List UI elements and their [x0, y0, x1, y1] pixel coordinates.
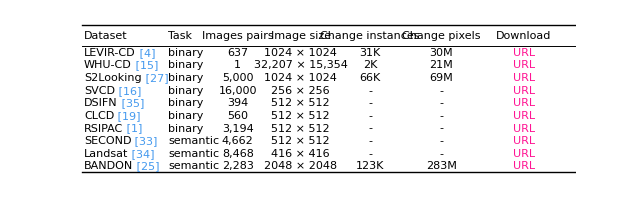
- Text: 512 × 512: 512 × 512: [271, 123, 330, 133]
- Text: Dataset: Dataset: [84, 31, 127, 41]
- Text: 512 × 512: 512 × 512: [271, 98, 330, 108]
- Text: 283M: 283M: [426, 161, 456, 171]
- Text: semantic: semantic: [168, 148, 220, 158]
- Text: Download: Download: [496, 31, 552, 41]
- Text: [19]: [19]: [114, 110, 141, 120]
- Text: binary: binary: [168, 48, 204, 58]
- Text: 394: 394: [227, 98, 248, 108]
- Text: binary: binary: [168, 73, 204, 83]
- Text: CLCD: CLCD: [84, 110, 114, 120]
- Text: [15]: [15]: [132, 60, 158, 70]
- Text: 2048 × 2048: 2048 × 2048: [264, 161, 337, 171]
- Text: S2Looking: S2Looking: [84, 73, 141, 83]
- Text: URL: URL: [513, 60, 535, 70]
- Text: -: -: [439, 110, 443, 120]
- Text: RSIPAC: RSIPAC: [84, 123, 124, 133]
- Text: 512 × 512: 512 × 512: [271, 135, 330, 145]
- Text: URL: URL: [513, 73, 535, 83]
- Text: [27]: [27]: [141, 73, 168, 83]
- Text: 69M: 69M: [429, 73, 453, 83]
- Text: -: -: [368, 148, 372, 158]
- Text: 637: 637: [227, 48, 248, 58]
- Text: Images pairs: Images pairs: [202, 31, 273, 41]
- Text: URL: URL: [513, 85, 535, 95]
- Text: SECOND: SECOND: [84, 135, 131, 145]
- Text: [16]: [16]: [115, 85, 141, 95]
- Text: 2,283: 2,283: [222, 161, 253, 171]
- Text: 560: 560: [227, 110, 248, 120]
- Text: 5,000: 5,000: [222, 73, 253, 83]
- Text: semantic: semantic: [168, 161, 220, 171]
- Text: 32,207 × 15,354: 32,207 × 15,354: [254, 60, 348, 70]
- Text: Task: Task: [168, 31, 192, 41]
- Text: 30M: 30M: [429, 48, 453, 58]
- Text: 66K: 66K: [360, 73, 381, 83]
- Text: binary: binary: [168, 60, 204, 70]
- Text: 256 × 256: 256 × 256: [271, 85, 330, 95]
- Text: 416 × 416: 416 × 416: [271, 148, 330, 158]
- Text: -: -: [368, 135, 372, 145]
- Text: Change pixels: Change pixels: [402, 31, 481, 41]
- Text: [33]: [33]: [131, 135, 158, 145]
- Text: binary: binary: [168, 85, 204, 95]
- Text: 4,662: 4,662: [222, 135, 253, 145]
- Text: [4]: [4]: [136, 48, 155, 58]
- Text: semantic: semantic: [168, 135, 220, 145]
- Text: -: -: [368, 110, 372, 120]
- Text: 1024 × 1024: 1024 × 1024: [264, 48, 337, 58]
- Text: URL: URL: [513, 148, 535, 158]
- Text: 16,000: 16,000: [218, 85, 257, 95]
- Text: URL: URL: [513, 98, 535, 108]
- Text: 3,194: 3,194: [222, 123, 253, 133]
- Text: URL: URL: [513, 110, 535, 120]
- Text: DSIFN: DSIFN: [84, 98, 118, 108]
- Text: 2K: 2K: [363, 60, 378, 70]
- Text: SVCD: SVCD: [84, 85, 115, 95]
- Text: URL: URL: [513, 161, 535, 171]
- Text: -: -: [368, 98, 372, 108]
- Text: [25]: [25]: [133, 161, 160, 171]
- Text: 31K: 31K: [360, 48, 381, 58]
- Text: Change instances: Change instances: [321, 31, 420, 41]
- Text: URL: URL: [513, 123, 535, 133]
- Text: [1]: [1]: [124, 123, 143, 133]
- Text: -: -: [439, 85, 443, 95]
- Text: -: -: [439, 98, 443, 108]
- Text: -: -: [439, 148, 443, 158]
- Text: [34]: [34]: [129, 148, 155, 158]
- Text: BANDON: BANDON: [84, 161, 133, 171]
- Text: 1: 1: [234, 60, 241, 70]
- Text: 8,468: 8,468: [222, 148, 253, 158]
- Text: 21M: 21M: [429, 60, 453, 70]
- Text: [35]: [35]: [118, 98, 144, 108]
- Text: Image size: Image size: [271, 31, 331, 41]
- Text: binary: binary: [168, 123, 204, 133]
- Text: 1024 × 1024: 1024 × 1024: [264, 73, 337, 83]
- Text: binary: binary: [168, 98, 204, 108]
- Text: WHU-CD: WHU-CD: [84, 60, 132, 70]
- Text: -: -: [439, 123, 443, 133]
- Text: LEVIR-CD: LEVIR-CD: [84, 48, 136, 58]
- Text: 512 × 512: 512 × 512: [271, 110, 330, 120]
- Text: 123K: 123K: [356, 161, 385, 171]
- Text: binary: binary: [168, 110, 204, 120]
- Text: -: -: [368, 85, 372, 95]
- Text: -: -: [439, 135, 443, 145]
- Text: Landsat: Landsat: [84, 148, 129, 158]
- Text: URL: URL: [513, 135, 535, 145]
- Text: URL: URL: [513, 48, 535, 58]
- Text: -: -: [368, 123, 372, 133]
